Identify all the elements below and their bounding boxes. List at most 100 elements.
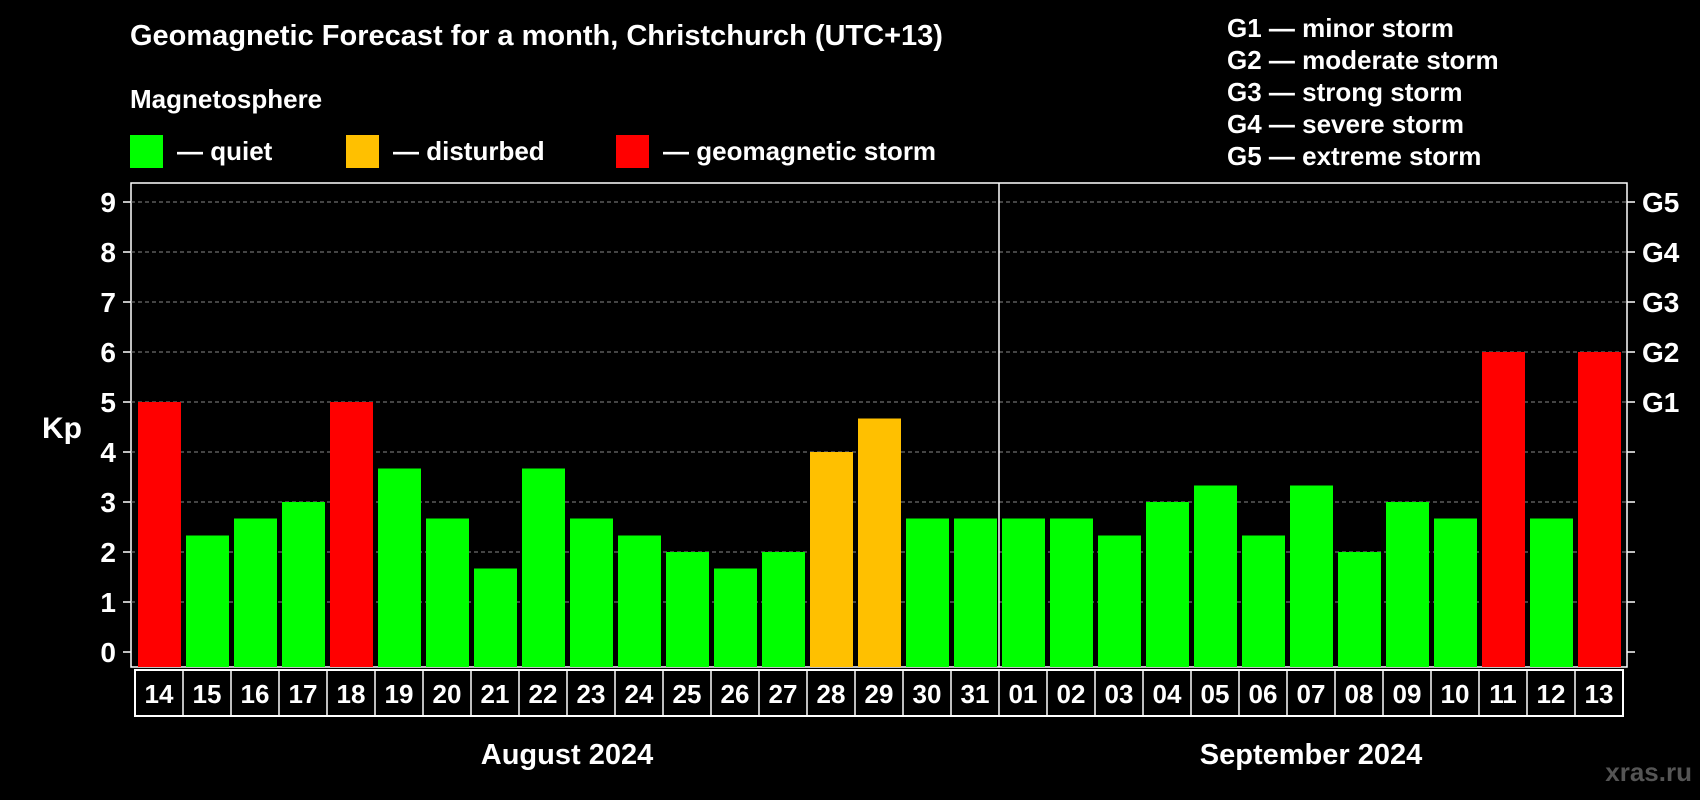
day-label: 07 <box>1297 679 1326 709</box>
g-scale-label: G2 <box>1642 337 1679 368</box>
day-label: 09 <box>1393 679 1422 709</box>
y-tick-label: 4 <box>100 437 116 468</box>
day-label: 14 <box>145 679 174 709</box>
day-label: 06 <box>1249 679 1278 709</box>
y-tick-label: 9 <box>100 187 116 218</box>
month-label-august: August 2024 <box>481 739 653 771</box>
legend-storm: — geomagnetic storm <box>616 134 936 168</box>
day-label: 24 <box>625 679 654 709</box>
bar-12 <box>1530 518 1573 667</box>
legend-label-disturbed: — disturbed <box>393 135 545 166</box>
legend-swatch-disturbed <box>346 134 379 168</box>
day-label: 08 <box>1345 679 1374 709</box>
day-label-row <box>134 669 1624 717</box>
bar-04 <box>1146 502 1189 667</box>
day-label: 22 <box>529 679 558 709</box>
y-tick-label: 1 <box>100 587 116 618</box>
bar-18 <box>330 402 373 667</box>
g-scale-label: G4 <box>1642 237 1680 268</box>
y-axis-label: Kp <box>42 412 82 445</box>
chart-title: Geomagnetic Forecast for a month, Christ… <box>130 20 943 52</box>
bar-11 <box>1482 352 1525 667</box>
bar-26 <box>714 568 757 667</box>
day-label: 03 <box>1105 679 1134 709</box>
storm-scale-g2: G2 — moderate storm <box>1227 45 1499 75</box>
y-tick-label: 7 <box>100 287 116 318</box>
legend-swatch-quiet <box>130 134 163 168</box>
bar-02 <box>1050 518 1093 667</box>
day-label: 02 <box>1057 679 1086 709</box>
storm-scale-g3: G3 — strong storm <box>1227 77 1463 107</box>
bar-16 <box>234 518 277 667</box>
storm-scale-g1: G1 — minor storm <box>1227 13 1454 43</box>
day-label: 23 <box>577 679 606 709</box>
day-label: 19 <box>385 679 414 709</box>
y-tick-label: 0 <box>100 637 116 668</box>
day-label: 12 <box>1537 679 1566 709</box>
bar-30 <box>906 518 949 667</box>
legend-label-storm: — geomagnetic storm <box>663 135 937 166</box>
day-label: 31 <box>961 679 990 709</box>
day-label: 16 <box>241 679 270 709</box>
bar-31 <box>954 518 997 667</box>
bar-06 <box>1242 535 1285 667</box>
legend-subtitle: Magnetosphere <box>130 84 323 114</box>
day-label: 13 <box>1585 679 1614 709</box>
y-tick-label: 5 <box>100 387 116 418</box>
day-label: 29 <box>865 679 894 709</box>
storm-scale-g5: G5 — extreme storm <box>1227 141 1482 171</box>
day-label: 30 <box>913 679 942 709</box>
day-label: 26 <box>721 679 750 709</box>
y-tick-label: 8 <box>100 237 116 268</box>
bar-07 <box>1290 485 1333 667</box>
day-label: 20 <box>433 679 462 709</box>
bar-17 <box>282 502 325 667</box>
bar-22 <box>522 468 565 667</box>
g-scale-label: G5 <box>1642 187 1679 218</box>
bar-05 <box>1194 485 1237 667</box>
day-label: 15 <box>193 679 222 709</box>
bar-28 <box>810 452 853 667</box>
bar-24 <box>618 535 661 667</box>
bar-23 <box>570 518 613 667</box>
bar-10 <box>1434 518 1477 667</box>
bar-09 <box>1386 502 1429 667</box>
day-label: 17 <box>289 679 318 709</box>
day-label: 04 <box>1153 679 1182 709</box>
day-label: 18 <box>337 679 366 709</box>
day-label: 11 <box>1489 679 1517 709</box>
y-tick-label: 2 <box>100 537 116 568</box>
y-tick-label: 3 <box>100 487 116 518</box>
day-label: 01 <box>1009 679 1038 709</box>
day-label: 05 <box>1201 679 1230 709</box>
bar-19 <box>378 468 421 667</box>
bar-21 <box>474 568 517 667</box>
bar-14 <box>138 402 181 667</box>
bar-13 <box>1578 352 1621 667</box>
day-label: 10 <box>1441 679 1470 709</box>
bar-03 <box>1098 535 1141 667</box>
day-label: 27 <box>769 679 798 709</box>
bar-29 <box>858 418 901 667</box>
bar-27 <box>762 552 805 667</box>
bar-15 <box>186 535 229 667</box>
day-label: 28 <box>817 679 846 709</box>
legend-swatch-storm <box>616 134 649 168</box>
legend-disturbed: — disturbed <box>346 134 545 168</box>
bar-25 <box>666 552 709 667</box>
legend-label-quiet: — quiet <box>177 135 273 166</box>
day-label: 25 <box>673 679 702 709</box>
y-tick-label: 6 <box>100 337 116 368</box>
storm-scale-g4: G4 — severe storm <box>1227 109 1465 139</box>
bar-20 <box>426 518 469 667</box>
day-label: 21 <box>481 679 510 709</box>
bar-01 <box>1002 518 1045 667</box>
month-label-september: September 2024 <box>1200 739 1422 771</box>
legend-quiet: — quiet <box>130 134 272 168</box>
bar-08 <box>1338 552 1381 667</box>
watermark: xras.ru <box>1605 757 1692 787</box>
g-scale-label: G3 <box>1642 287 1679 318</box>
storm-scale-legend: G1 — minor storm G2 — moderate storm G3 … <box>1227 12 1499 172</box>
g-scale-label: G1 <box>1642 387 1679 418</box>
